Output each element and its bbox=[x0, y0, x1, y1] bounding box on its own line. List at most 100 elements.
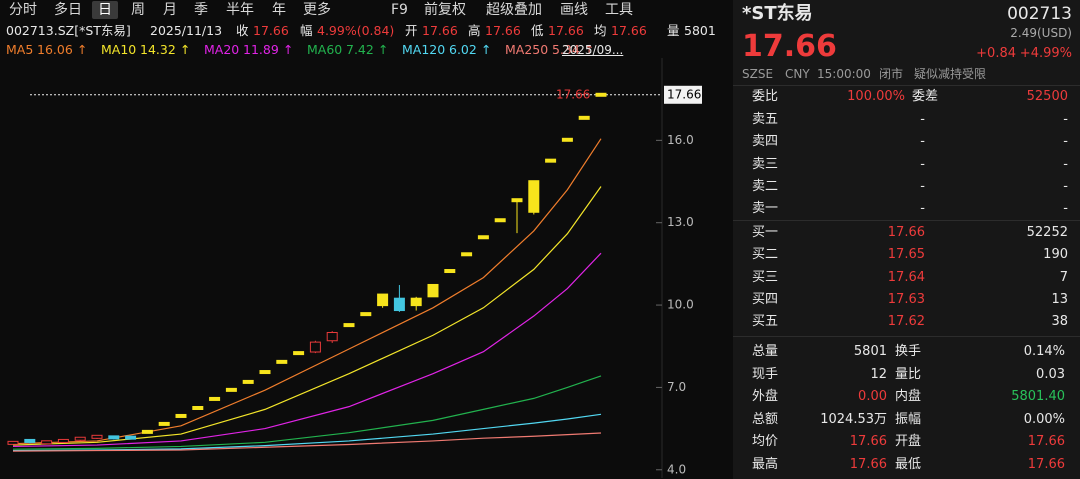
candle-body bbox=[91, 434, 103, 439]
stat-value: 17.66 bbox=[849, 456, 887, 472]
ma-legend-name: MA5 bbox=[6, 42, 34, 57]
status: SZSE bbox=[742, 67, 774, 81]
ma-legend-value: 16.06 bbox=[37, 42, 73, 57]
candle-body bbox=[461, 252, 473, 257]
info-label: 均 bbox=[594, 23, 607, 38]
stat-value: 17.66 bbox=[1027, 456, 1065, 472]
ask-volume: - bbox=[1063, 134, 1068, 150]
candle-body bbox=[595, 92, 607, 97]
tool-button[interactable]: 工具 bbox=[605, 2, 633, 18]
tab[interactable]: 月 bbox=[163, 2, 177, 18]
ask-label: 卖三 bbox=[752, 156, 779, 172]
divider bbox=[733, 336, 1080, 337]
tool-button[interactable]: 画线 bbox=[560, 2, 588, 18]
candle-body bbox=[7, 440, 19, 445]
tool-button[interactable]: F9 bbox=[391, 2, 408, 18]
diff-value: 52500 bbox=[1026, 89, 1068, 104]
tool-button[interactable]: 前复权 bbox=[424, 2, 466, 18]
tab[interactable]: 分时 bbox=[9, 2, 37, 18]
status: 疑似减持受限 bbox=[914, 67, 987, 81]
candle-body bbox=[343, 323, 355, 328]
candle-body bbox=[108, 435, 120, 440]
stat-label: 外盘 bbox=[752, 389, 779, 404]
ma-legend-arrow: ↑ bbox=[481, 42, 492, 57]
status: 15:00:00 bbox=[817, 67, 871, 81]
stat-label: 最低 bbox=[895, 456, 922, 472]
ma-line bbox=[12, 186, 602, 446]
bid-volume: 190 bbox=[1043, 247, 1068, 263]
info-label: 幅 bbox=[300, 23, 313, 38]
stock-code: 002713 bbox=[1007, 4, 1072, 24]
stat-label: 换手 bbox=[895, 344, 922, 359]
stat-label: 量比 bbox=[895, 366, 922, 382]
date: 2025/11/13 bbox=[150, 23, 223, 38]
candle-body bbox=[141, 429, 153, 434]
ma-legend-name: MA120 bbox=[402, 42, 446, 57]
ma-legend-arrow: ↑ bbox=[283, 42, 294, 57]
ask-price: - bbox=[920, 134, 925, 150]
candle-body bbox=[444, 269, 456, 274]
candle-body bbox=[209, 396, 221, 401]
stock-name: *ST东易 bbox=[742, 3, 813, 24]
tab[interactable]: 周 bbox=[131, 2, 145, 18]
tab[interactable]: 年 bbox=[272, 2, 286, 18]
candle-body bbox=[309, 341, 321, 353]
ma-line bbox=[12, 252, 602, 448]
y-tick-label: 13.0 bbox=[667, 215, 694, 229]
ma-legend-name: MA20 bbox=[204, 42, 240, 57]
tab[interactable]: 日 bbox=[92, 1, 118, 19]
stat-value: 17.66 bbox=[1027, 434, 1065, 449]
info-value: 17.66 bbox=[422, 23, 458, 38]
candle-body bbox=[545, 158, 557, 163]
candle-body bbox=[578, 115, 590, 120]
tab[interactable]: 季 bbox=[194, 2, 208, 18]
info-label: 量 bbox=[667, 23, 680, 38]
info-label: 收 bbox=[236, 23, 249, 38]
stat-value: 0.00% bbox=[1023, 411, 1065, 427]
candle-body bbox=[393, 297, 405, 312]
stat-value: 17.66 bbox=[849, 434, 887, 449]
price: 17.66 bbox=[742, 29, 837, 64]
ask-price: - bbox=[920, 156, 925, 172]
y-tick-label: 4.0 bbox=[667, 462, 686, 476]
info-value: 5801 bbox=[684, 23, 716, 38]
info-value: 17.66 bbox=[611, 23, 647, 38]
ask-price: - bbox=[920, 112, 925, 127]
ma-legend-name: MA10 bbox=[101, 42, 137, 57]
range-selector[interactable]: 2025/09... bbox=[562, 43, 624, 57]
stat-label: 开盘 bbox=[895, 434, 922, 449]
bid-label: 买五 bbox=[752, 314, 779, 330]
bid-label: 买三 bbox=[752, 269, 779, 285]
stat-label: 最高 bbox=[752, 456, 779, 472]
ma-legend-value: 6.02 bbox=[449, 42, 477, 57]
bid-volume: 13 bbox=[1051, 291, 1068, 307]
ask-volume: - bbox=[1063, 201, 1068, 217]
ratio-label: 委比 bbox=[752, 89, 779, 104]
ask-label: 卖一 bbox=[752, 201, 779, 217]
candle-body bbox=[494, 218, 506, 223]
tool-button[interactable]: 超级叠加 bbox=[486, 2, 542, 18]
info-value: 4.99%(0.84) bbox=[317, 23, 395, 38]
chart: 4.0 7.0 10.0 13.0 16.0 17.66 17.66 bbox=[7, 58, 702, 478]
candle-body bbox=[175, 413, 187, 418]
candle-body bbox=[41, 440, 53, 445]
candle-body bbox=[561, 137, 573, 142]
candle-body bbox=[225, 387, 237, 392]
tab[interactable]: 更多 bbox=[303, 2, 331, 18]
bid-volume: 7 bbox=[1059, 269, 1068, 285]
stat-label: 总量 bbox=[752, 344, 779, 359]
candle-body bbox=[293, 351, 305, 356]
ma-legend-value: 7.42 bbox=[346, 42, 374, 57]
stat-value: 12 bbox=[870, 366, 887, 382]
stat-value: 5801.40 bbox=[1011, 389, 1065, 404]
status: 闭市 bbox=[879, 67, 904, 81]
last-price-label: 17.66 bbox=[667, 87, 701, 101]
candle-body bbox=[410, 297, 422, 307]
candle-body bbox=[377, 293, 389, 307]
candle-body bbox=[242, 379, 254, 384]
info-value: 17.66 bbox=[485, 23, 521, 38]
stat-label: 振幅 bbox=[895, 411, 922, 427]
tab[interactable]: 半年 bbox=[226, 2, 254, 18]
tab[interactable]: 多日 bbox=[54, 2, 82, 18]
status: CNY bbox=[785, 67, 810, 81]
